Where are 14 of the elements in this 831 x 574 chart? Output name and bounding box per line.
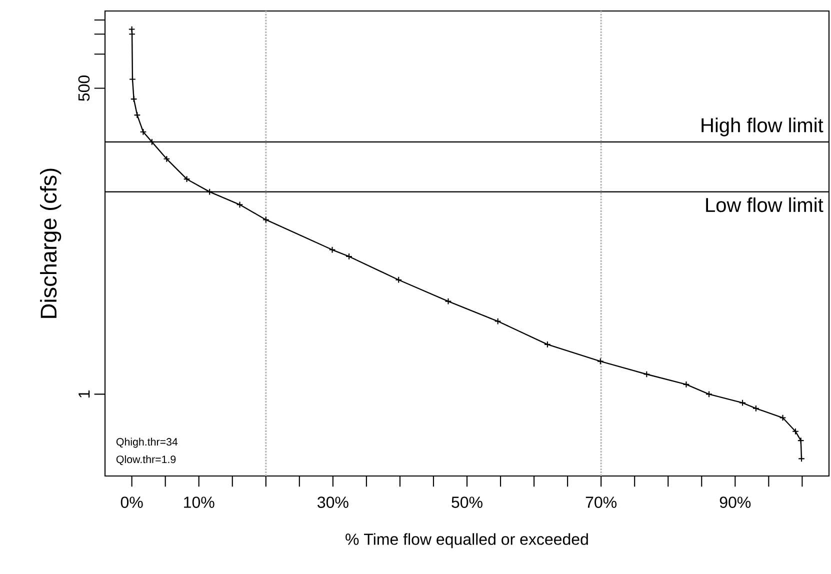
annotation: Qhigh.thr=34 [116,438,178,448]
annotation: Qlow.thr=1.9 [116,455,176,466]
ref-line-label: High flow limit [702,118,824,136]
x-tick-label: 50% [452,496,482,508]
x-tick-label: 10% [184,496,214,508]
y-axis-title: Discharge (cfs) [40,168,62,318]
y-tick-label: 1 [78,390,90,398]
ref-line-label: Low flow limit [706,197,824,212]
x-tick-label: 90% [720,496,751,508]
x-tick-label: 30% [318,496,348,508]
y-tick-label: 500 [78,76,90,101]
x-axis-title: % Time flow equalled or exceeded [346,533,588,548]
x-tick-label: 0% [120,496,143,508]
x-tick-label: 70% [586,496,617,508]
